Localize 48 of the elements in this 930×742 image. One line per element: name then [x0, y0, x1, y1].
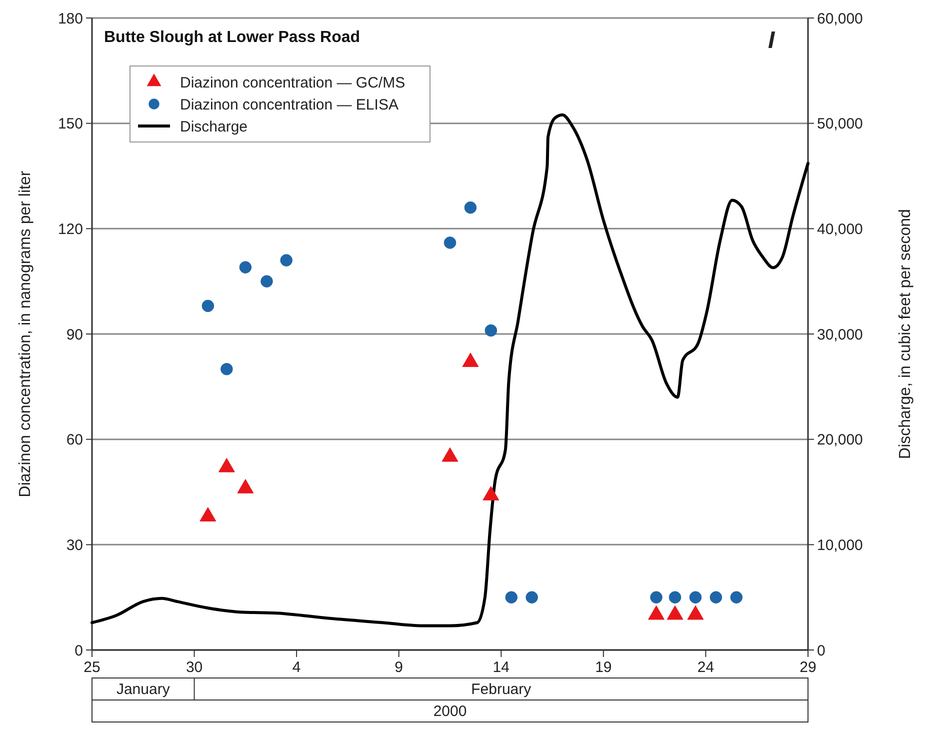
y2-axis-title: Discharge, in cubic feet per second — [897, 209, 914, 459]
y-tick-label: 30 — [66, 536, 83, 554]
x-tick-label: 4 — [292, 659, 301, 676]
text: Butte Slough at Lower Pass Road — [104, 29, 360, 46]
point — [710, 591, 722, 604]
x-tick-label: 30 — [186, 659, 203, 676]
text: February — [471, 681, 532, 698]
x-tick-label: 19 — [595, 659, 612, 676]
y2-tick-label: 20,000 — [817, 432, 863, 449]
y2-tick-label: 10,000 — [817, 536, 863, 554]
point — [239, 261, 252, 274]
y-tick-label: 150 — [58, 116, 83, 133]
point — [464, 201, 477, 214]
y2-tick-label: 60,000 — [817, 10, 863, 28]
y-tick-label: 0 — [74, 642, 83, 660]
y-tick-label: 60 — [66, 432, 83, 449]
x-tick-label: 25 — [84, 659, 100, 676]
point — [505, 591, 518, 604]
y2-tick-label: 50,000 — [817, 116, 863, 133]
point — [202, 300, 214, 312]
point — [220, 362, 233, 376]
line-series — [90, 113, 810, 628]
point — [650, 591, 662, 604]
point — [668, 591, 682, 604]
point — [689, 591, 702, 604]
y2-tick-label: 40,000 — [817, 220, 863, 238]
annotation: I — [768, 27, 776, 54]
x-tick-label: 24 — [697, 659, 714, 676]
point — [484, 324, 498, 337]
y-tick-label: 120 — [58, 220, 83, 238]
point — [280, 254, 293, 266]
x-tick-label: 9 — [394, 659, 404, 676]
text: 2000 — [433, 703, 467, 720]
y2-tick-label: 0 — [817, 642, 826, 660]
legend-label: Diazinon concentration — ELISA — [180, 96, 398, 114]
point — [526, 591, 538, 604]
y-axis-title: Diazinon concentration, in nanograms per liter — [17, 170, 34, 498]
y-tick-label: 90 — [66, 326, 83, 344]
x-tick-label: 29 — [800, 659, 816, 676]
point — [730, 591, 743, 604]
legend-label: Diazinon concentration — GC/MS — [180, 74, 406, 92]
legend-label: Discharge — [180, 118, 248, 136]
x-tick-label: 14 — [492, 659, 510, 676]
point — [260, 275, 273, 288]
y-tick-label: 180 — [58, 10, 83, 28]
y2-tick-label: 30,000 — [817, 326, 863, 344]
point — [444, 236, 456, 249]
text: January — [116, 681, 170, 698]
